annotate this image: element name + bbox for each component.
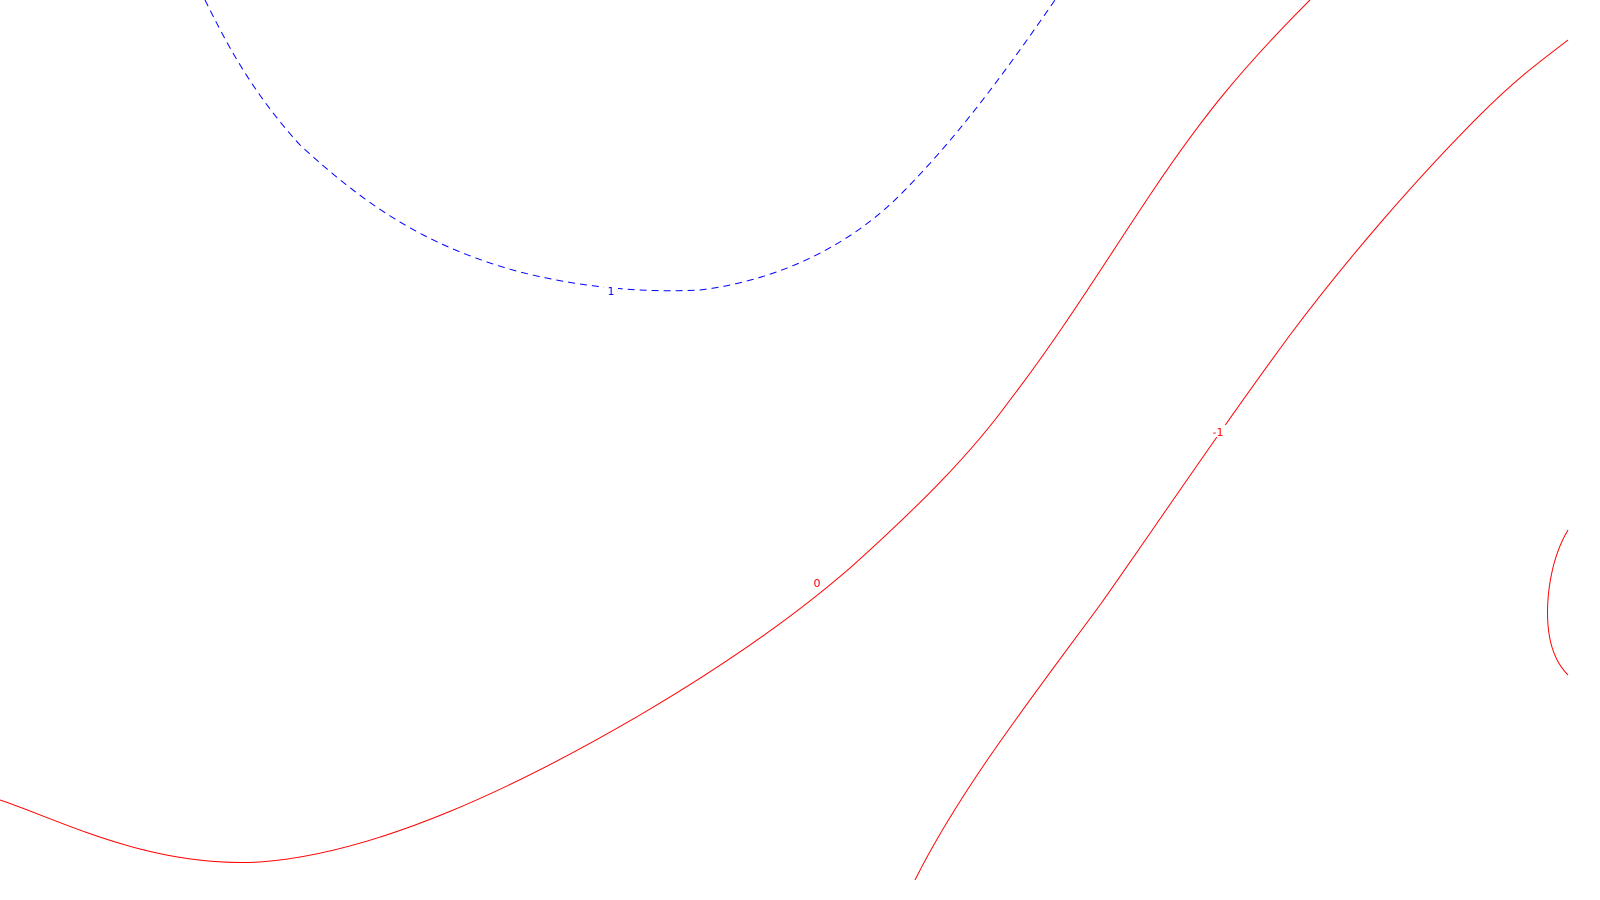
contour-line-1 [0, 0, 1311, 864]
contour-label-gap-2 [1210, 425, 1226, 437]
contour-label-0: 1 [608, 285, 615, 298]
contour-line-0 [204, 0, 1056, 292]
contour-label-gap-0 [604, 284, 618, 296]
contour-line-2 [914, 39, 1569, 881]
contour-label-1: 0 [814, 577, 821, 590]
contour-label-gap-1 [810, 576, 824, 588]
contour-line-3 [1547, 529, 1569, 676]
contour-label-2: -1 [1213, 426, 1224, 439]
